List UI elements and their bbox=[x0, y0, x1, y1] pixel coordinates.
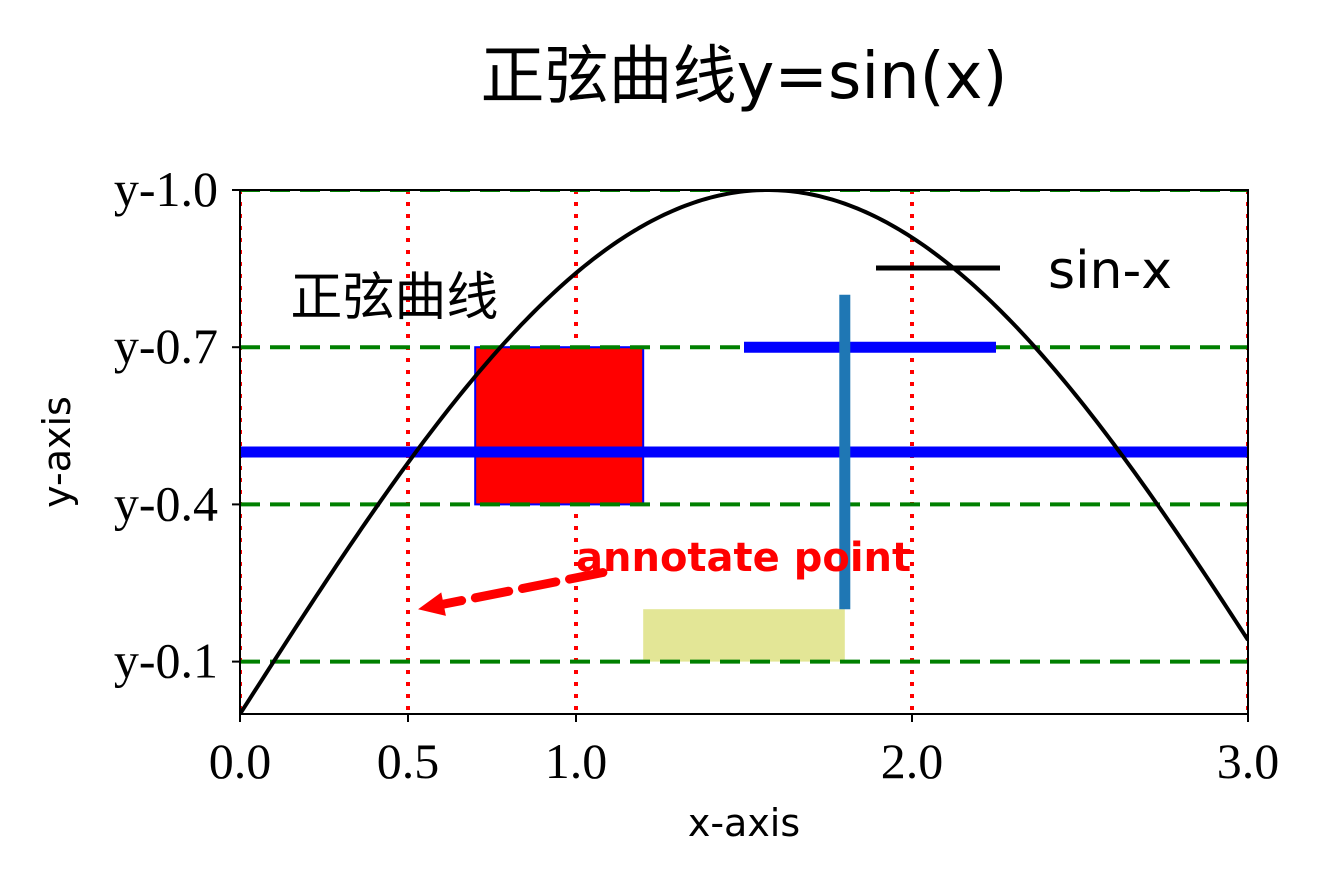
inner-text-label: 正弦曲线 bbox=[290, 268, 498, 328]
plot-frame bbox=[239, 189, 1249, 715]
annotation-text: annotate point bbox=[576, 535, 911, 581]
y-tick-label: y-0.7 bbox=[114, 318, 218, 374]
x-tick-label: 3.0 bbox=[1217, 733, 1280, 789]
x-axis-ticks: 0.0 0.5 1.0 2.0 3.0 bbox=[209, 714, 1280, 789]
red-rect bbox=[474, 346, 645, 506]
x-tick-label: 0.5 bbox=[377, 733, 440, 789]
y-tick-label: y-0.4 bbox=[114, 475, 218, 531]
chart-title: 正弦曲线y=sin(x) bbox=[481, 40, 1008, 114]
sine-curve bbox=[240, 190, 1248, 714]
legend: sin-x bbox=[876, 241, 1172, 301]
y-tick-label: y-0.1 bbox=[114, 633, 218, 689]
plot-area bbox=[240, 190, 1248, 714]
x-tick-label: 1.0 bbox=[545, 733, 608, 789]
yellow-rect bbox=[643, 609, 845, 662]
annotation-arrow-head bbox=[418, 592, 446, 616]
annotation-arrow-shaft bbox=[439, 568, 608, 609]
y-tick-label: y-1.0 bbox=[114, 161, 218, 217]
y-axis-label: y-axis bbox=[35, 396, 79, 508]
legend-entry-label: sin-x bbox=[1048, 241, 1172, 301]
x-tick-label: 0.0 bbox=[209, 733, 272, 789]
y-axis-ticks: y-0.1 y-0.4 y-0.7 y-1.0 bbox=[114, 161, 240, 689]
x-axis-label: x-axis bbox=[688, 801, 800, 845]
x-tick-label: 2.0 bbox=[881, 733, 944, 789]
